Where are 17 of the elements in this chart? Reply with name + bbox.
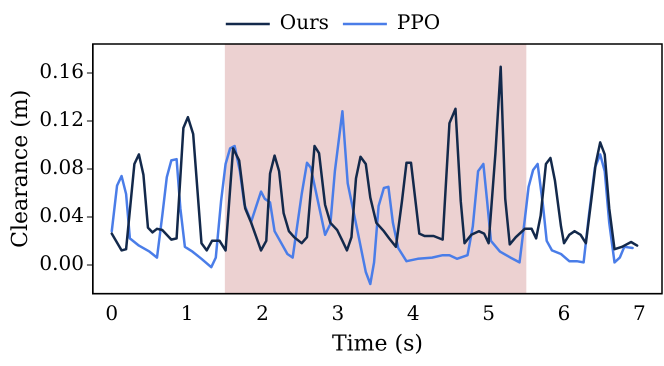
y-tick-label: 0.00 <box>39 251 84 276</box>
x-axis-title: Time (s) <box>332 332 423 357</box>
y-tick-label: 0.16 <box>39 59 84 84</box>
x-tick-label: 3 <box>332 300 344 325</box>
x-tick-label: 7 <box>633 300 646 325</box>
x-tick-label: 1 <box>180 300 194 325</box>
y-tick-label: 0.12 <box>39 107 84 132</box>
y-tick-label: 0.04 <box>39 203 84 228</box>
x-tick-label: 4 <box>406 300 420 325</box>
legend-label: PPO <box>396 10 440 34</box>
y-axis-title: Clearance (m) <box>8 90 33 248</box>
x-tick-label: 5 <box>482 300 496 325</box>
x-tick-label: 0 <box>105 300 118 325</box>
y-tick-label: 0.08 <box>39 155 84 180</box>
x-tick-label: 6 <box>558 300 570 325</box>
legend-label: Ours <box>280 10 329 34</box>
x-tick-label: 2 <box>256 300 269 325</box>
